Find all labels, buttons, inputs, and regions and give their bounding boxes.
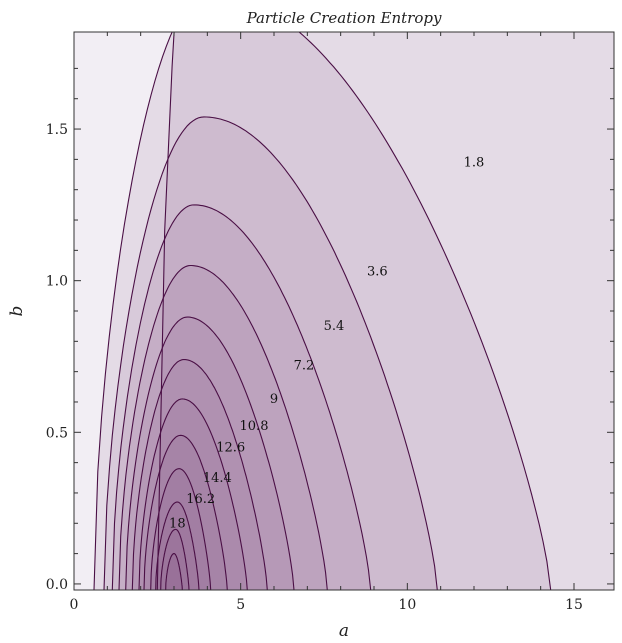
- contour-labels: 1.8 3.6 5.4 7.2 910.8 12.6 14.4 16.218: [169, 155, 484, 531]
- y-tick-label: 1.5: [46, 122, 68, 138]
- x-axis-label: a: [339, 621, 349, 641]
- contour-lines: [93, 32, 552, 590]
- x-axis-ticks: 0 5 10 15: [70, 32, 583, 613]
- contour-line-21.6: [160, 528, 190, 590]
- contour-fills: [94, 32, 614, 590]
- y-tick-label: 0.5: [46, 425, 68, 441]
- contour-label-7.2: 7.2: [294, 359, 315, 374]
- x-tick-label: 15: [565, 597, 583, 613]
- y-tick-label: 0.0: [46, 577, 68, 593]
- contour-fill-21.6: [160, 529, 189, 590]
- contour-label-5.4: 5.4: [324, 319, 345, 334]
- y-axis-label: b: [7, 306, 27, 317]
- contour-label-12.6: 12.6: [216, 440, 245, 455]
- contour-label-9: 9: [270, 392, 278, 407]
- contour-line-23.4: [165, 553, 183, 590]
- contour-line-9: [118, 264, 328, 590]
- contour-label-14.4: 14.4: [203, 471, 232, 486]
- contour-fill-14.4: [139, 398, 248, 590]
- x-tick-label: 5: [236, 597, 245, 613]
- contour-fill-3.6: [94, 32, 551, 590]
- chart-title: Particle Creation Entropy: [246, 9, 442, 27]
- contour-label-16.2: 16.2: [186, 492, 215, 507]
- x-tick-label: 0: [70, 597, 79, 613]
- contour-fill-10.8: [125, 317, 294, 590]
- contour-label-10.8: 10.8: [240, 419, 269, 434]
- contour-line-19.8: [155, 501, 200, 590]
- contour-line-18: [150, 468, 212, 590]
- contour-line-3.6: [93, 32, 552, 590]
- y-axis-ticks: 0.0 0.5 1.0 1.5: [46, 67, 614, 593]
- contour-line-7.2: [111, 204, 372, 590]
- contour-line-14.4: [138, 398, 248, 590]
- contour-line-12.6: [131, 358, 268, 590]
- contour-line-16.2: [143, 434, 228, 590]
- contour-line-10.8: [125, 316, 295, 590]
- contour-fill-7.2: [112, 204, 371, 590]
- contour-line-5.4: [103, 116, 438, 590]
- plot-area: [74, 32, 614, 590]
- contour-label-18: 18: [169, 516, 186, 531]
- plot-background: [74, 32, 614, 590]
- contour-fill-9: [119, 265, 328, 590]
- contour-fill-5.4: [104, 116, 438, 590]
- contour-fill-1.8: [157, 32, 614, 590]
- contour-label-3.6: 3.6: [367, 265, 388, 280]
- contour-label-1.8: 1.8: [464, 155, 485, 170]
- y-tick-label: 1.0: [46, 274, 68, 290]
- x-tick-label: 10: [398, 597, 416, 613]
